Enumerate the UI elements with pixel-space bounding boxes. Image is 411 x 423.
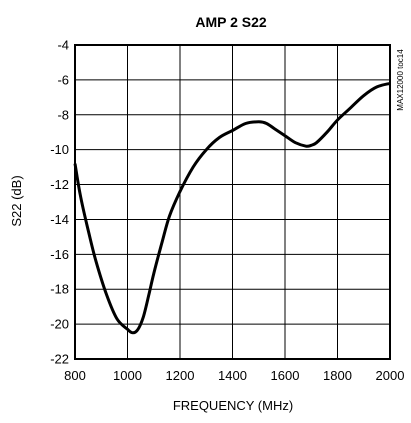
y-tick-label: -14 bbox=[50, 212, 69, 227]
y-tick-label: -12 bbox=[50, 177, 69, 192]
x-tick-label: 1000 bbox=[113, 368, 142, 383]
plot-frame bbox=[74, 44, 391, 360]
tick-labels: 800 1000 1200 1400 1600 1800 2000 -4 -6 -8 -10 -12 -… bbox=[50, 38, 404, 384]
x-tick-label: 1400 bbox=[218, 368, 247, 383]
y-tick-label: -10 bbox=[50, 142, 69, 157]
y-tick-label: -4 bbox=[57, 38, 69, 53]
grid bbox=[75, 45, 390, 359]
y-axis-label: S22 (dB) bbox=[9, 175, 24, 226]
y-tick-label: -6 bbox=[57, 72, 69, 87]
chart-title: AMP 2 S22 bbox=[195, 14, 267, 30]
x-tick-label: 800 bbox=[64, 368, 86, 383]
watermark-label: MAX12000 toc14 bbox=[396, 49, 405, 111]
x-axis-label: FREQUENCY (MHz) bbox=[173, 398, 293, 413]
series-line bbox=[73, 81, 391, 335]
series-layer bbox=[73, 81, 391, 335]
y-tick-label: -20 bbox=[50, 317, 69, 332]
x-tick-label: 1600 bbox=[271, 368, 300, 383]
x-tick-label: 1800 bbox=[323, 368, 352, 383]
y-tick-label: -22 bbox=[50, 352, 69, 367]
y-tick-label: -8 bbox=[57, 107, 69, 122]
x-tick-label: 1200 bbox=[166, 368, 195, 383]
y-tick-label: -16 bbox=[50, 247, 69, 262]
y-tick-label: -18 bbox=[50, 282, 69, 297]
x-tick-label: 2000 bbox=[376, 368, 405, 383]
